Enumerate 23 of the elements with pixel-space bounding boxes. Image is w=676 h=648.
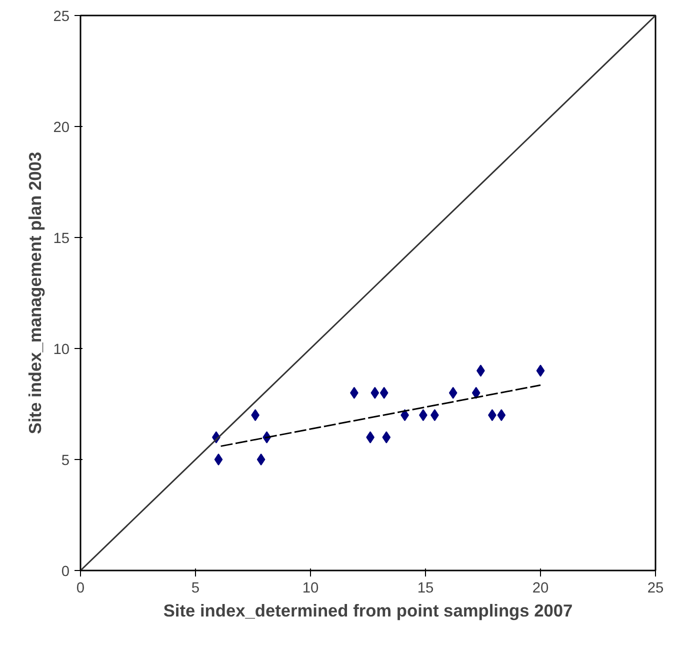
x-tick-label: 15 bbox=[417, 580, 434, 596]
x-tick-label: 5 bbox=[191, 580, 200, 596]
x-tick-label: 10 bbox=[302, 580, 319, 596]
x-tick-label: 20 bbox=[532, 580, 549, 596]
point bbox=[382, 431, 391, 444]
x-tick-label: 0 bbox=[76, 580, 85, 596]
point bbox=[536, 364, 545, 377]
y-axis-title: Site index_management plan 2003 bbox=[25, 152, 46, 434]
point bbox=[256, 454, 266, 466]
point bbox=[380, 386, 388, 399]
point bbox=[472, 386, 480, 399]
y-tick-label: 20 bbox=[53, 120, 70, 136]
point bbox=[370, 386, 380, 399]
y-tick-label: 10 bbox=[53, 342, 70, 358]
point bbox=[214, 454, 223, 466]
y-tick-label: 25 bbox=[53, 9, 70, 25]
y-tick-label: 5 bbox=[61, 453, 70, 469]
x-tick-label: 25 bbox=[647, 580, 664, 596]
y-tick-label: 15 bbox=[53, 231, 70, 247]
y-tick-label: 0 bbox=[61, 564, 70, 580]
point bbox=[448, 386, 458, 399]
point bbox=[497, 409, 506, 422]
x-axis-title: Site index_determined from point samplings 2007 bbox=[163, 600, 573, 620]
